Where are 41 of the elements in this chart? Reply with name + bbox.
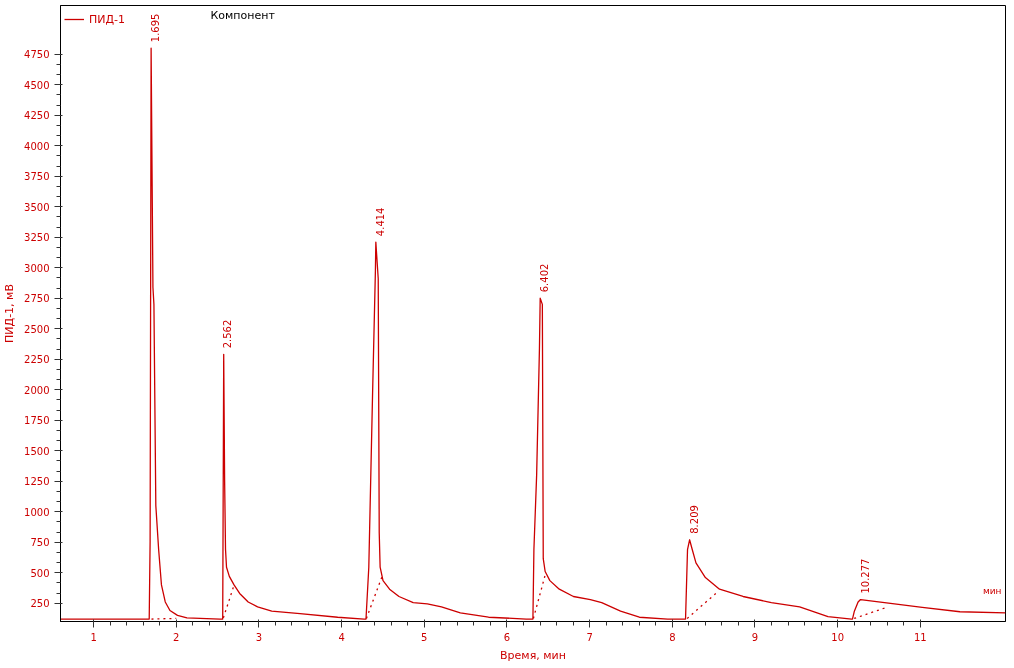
- x-tick-label: 1: [90, 631, 97, 643]
- y-tick-label: 3250: [24, 232, 50, 244]
- y-tick-label: 2500: [24, 323, 50, 335]
- x-tick-label: 3: [255, 631, 263, 643]
- annotation: Компонент: [210, 8, 276, 22]
- y-tick-label: 250: [30, 598, 50, 610]
- y-tick-label: 750: [30, 537, 50, 549]
- y-tick-label: 4250: [24, 110, 50, 122]
- y-tick-label: 2000: [24, 384, 50, 396]
- y-tick-label: 4000: [24, 140, 50, 152]
- x-tick-label: 7: [586, 631, 593, 643]
- y-tick-label: 3500: [24, 201, 50, 213]
- annotation: 1.695: [150, 13, 162, 43]
- annotation: 8.209: [688, 505, 700, 534]
- y-axis-title: ПИД-1, мВ: [3, 284, 17, 343]
- annotation: мин: [982, 585, 1002, 596]
- x-tick-label: 11: [913, 631, 927, 643]
- x-tick-label: 10: [831, 631, 845, 643]
- x-tick-label: 5: [421, 631, 428, 643]
- x-tick-label: 8: [669, 631, 676, 643]
- x-tick-label: 4: [338, 631, 345, 643]
- annotation: 2.562: [221, 319, 233, 349]
- x-axis-title: Время, мин: [500, 648, 566, 662]
- x-tick-label: 6: [503, 631, 511, 643]
- annotation: 4.414: [374, 207, 386, 237]
- legend-label: ПИД-1: [89, 12, 126, 26]
- y-tick-label: 500: [30, 567, 50, 579]
- annotation: 10.277: [859, 558, 871, 594]
- y-tick-label: 3750: [24, 171, 50, 183]
- y-tick-label: 2750: [24, 293, 50, 305]
- y-tick-label: 1750: [24, 415, 50, 427]
- y-tick-label: 2250: [24, 354, 50, 366]
- y-tick-label: 4500: [24, 79, 50, 91]
- y-tick-label: 1500: [24, 445, 50, 457]
- y-tick-label: 1250: [24, 476, 50, 488]
- x-tick-label: 9: [751, 631, 759, 643]
- annotation: 6.402: [539, 263, 551, 293]
- y-tick-label: 3000: [24, 262, 50, 274]
- x-tick-label: 2: [173, 631, 180, 643]
- y-tick-label: 1000: [24, 506, 50, 518]
- y-tick-label: 4750: [24, 49, 50, 61]
